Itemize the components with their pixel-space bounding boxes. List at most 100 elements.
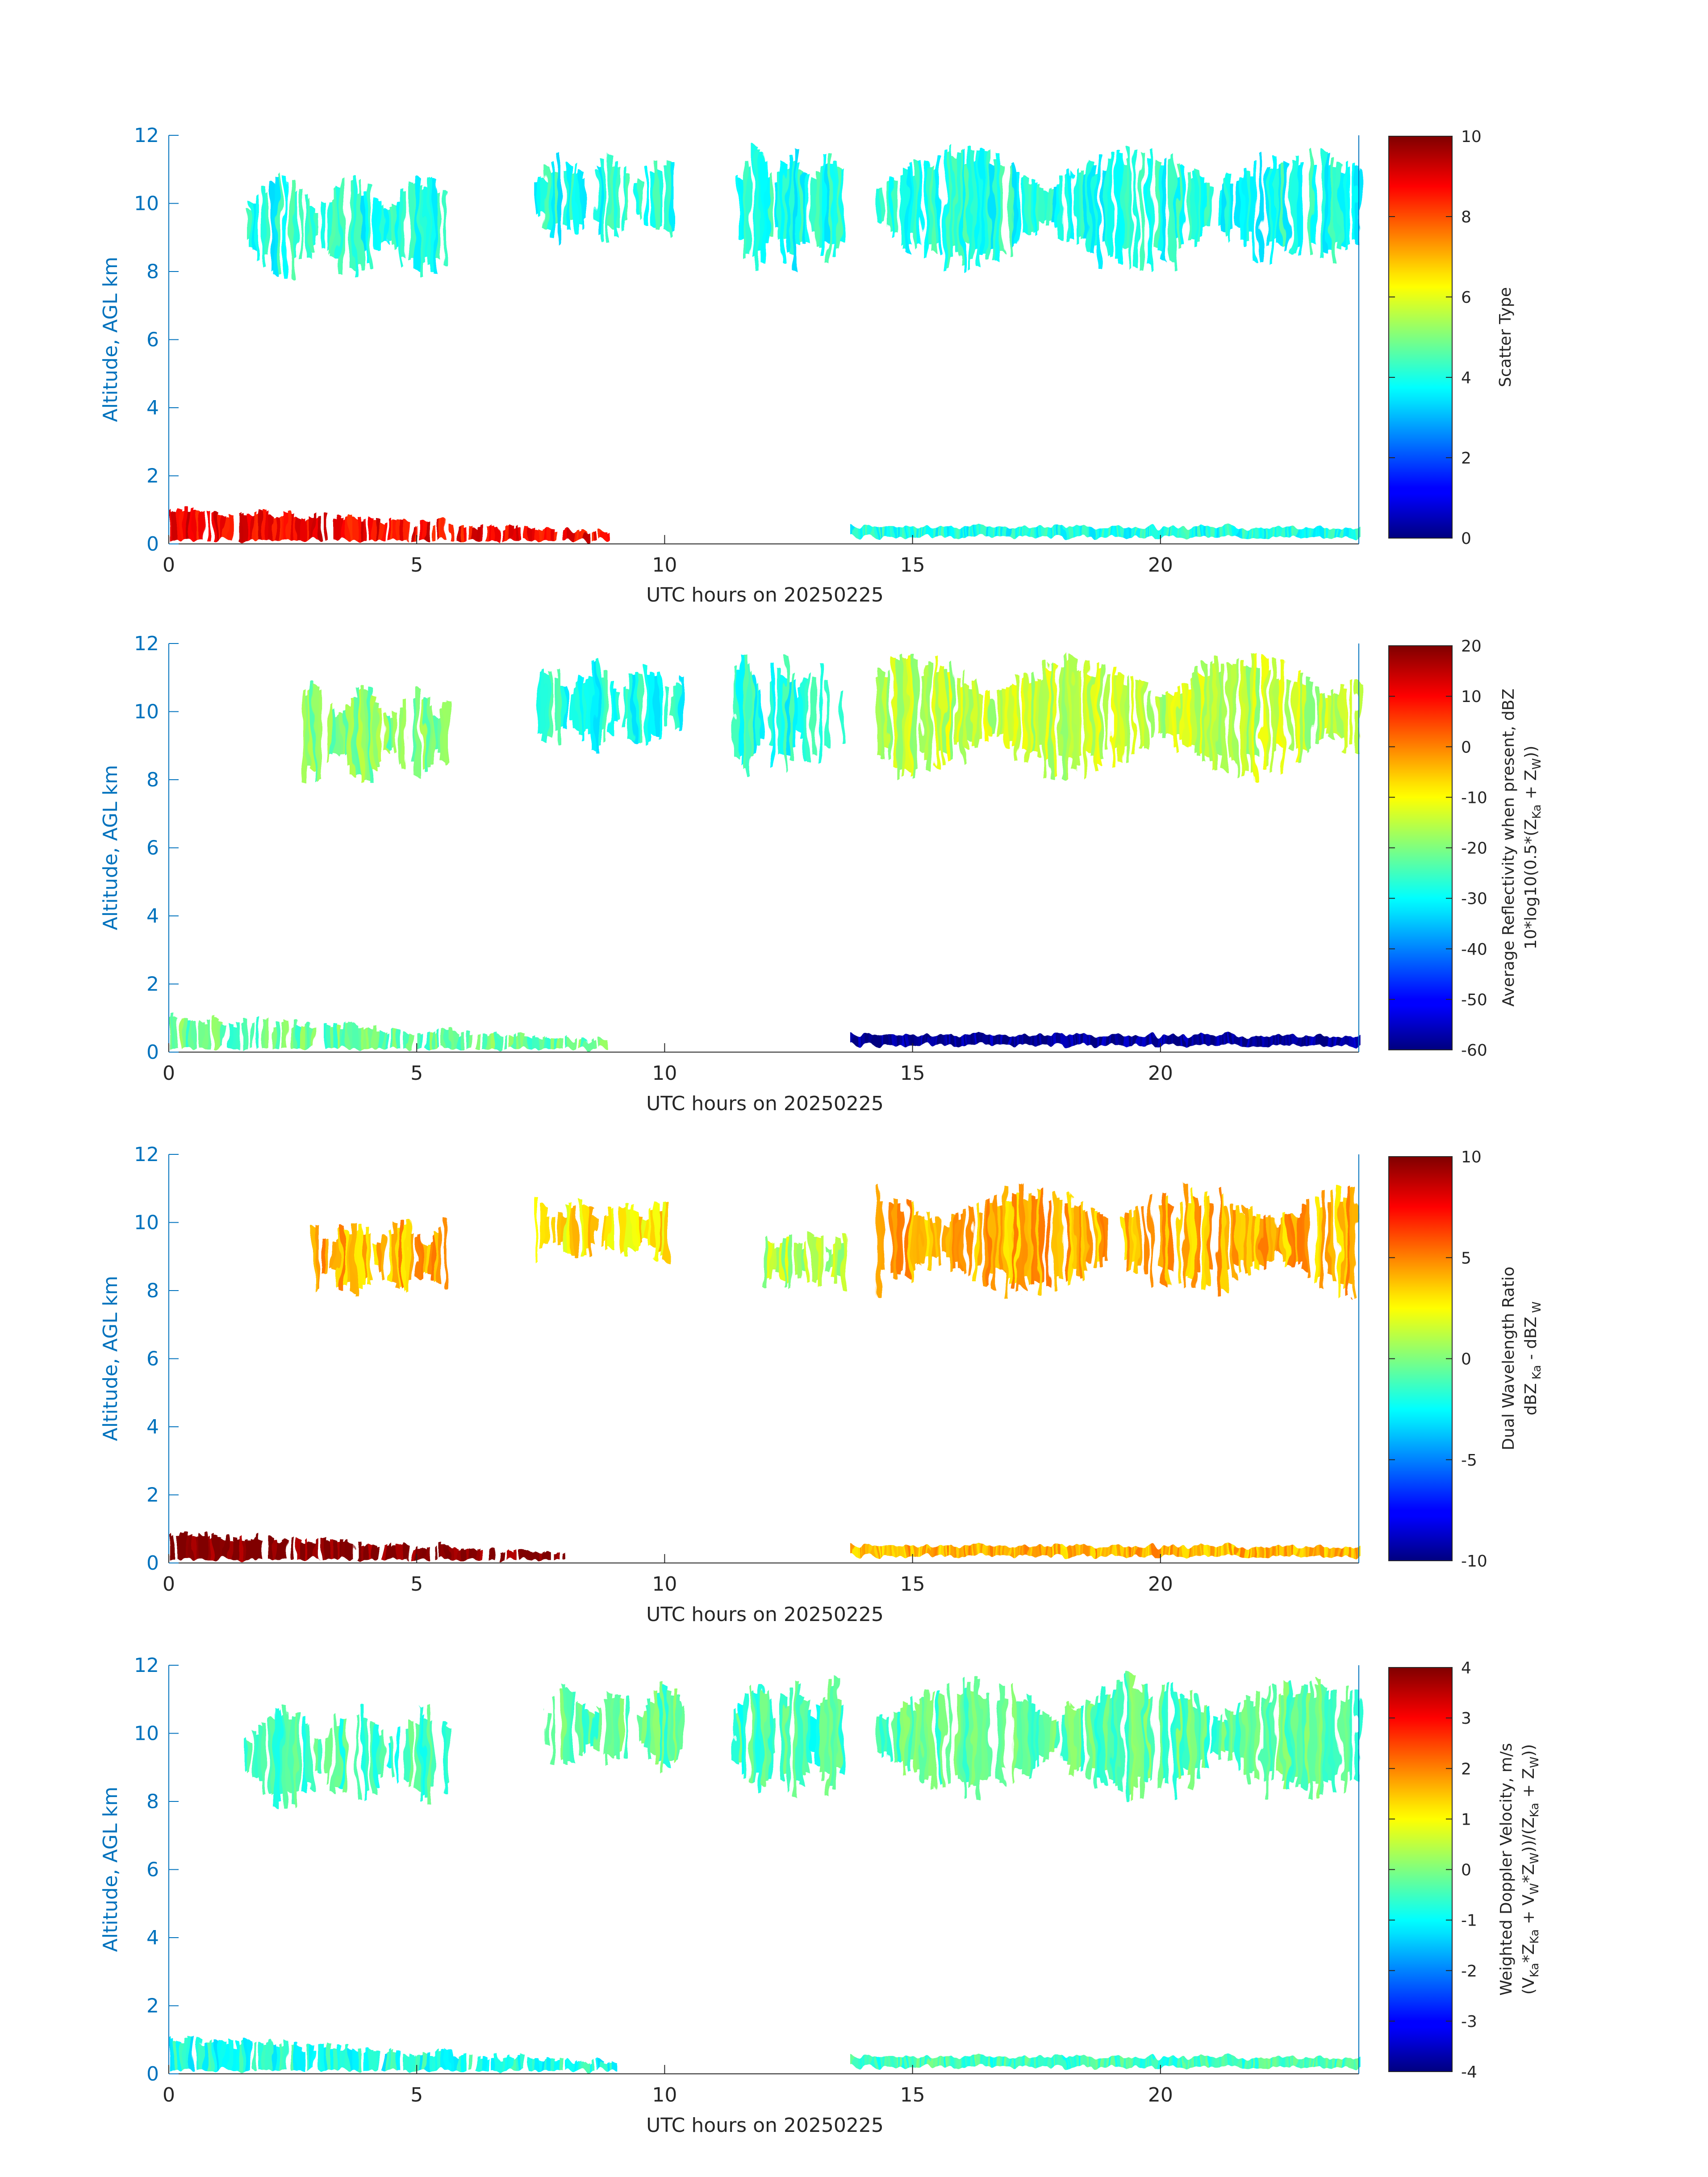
echo-column xyxy=(771,664,775,769)
echo-column xyxy=(303,1538,307,1560)
echo-column xyxy=(974,1676,978,1788)
echo-column xyxy=(572,530,576,541)
echo-column xyxy=(1258,2056,1261,2067)
echo-column xyxy=(918,1216,922,1267)
echo-column xyxy=(369,517,372,541)
echo-column xyxy=(1355,1546,1357,1556)
echo-column xyxy=(169,510,172,541)
echo-column xyxy=(853,2056,856,2067)
echo-column xyxy=(403,518,407,541)
echo-column xyxy=(1253,160,1257,261)
echo-column xyxy=(1201,1546,1204,1556)
echo-column xyxy=(1081,1202,1085,1280)
echo-column xyxy=(241,514,244,541)
echo-column xyxy=(589,676,593,735)
echo-column xyxy=(944,2056,947,2067)
echo-column xyxy=(231,1025,235,1049)
echo-column xyxy=(1164,1035,1166,1045)
x-axis-label: UTC hours on 20250225 xyxy=(646,584,884,606)
echo-column xyxy=(319,517,322,541)
echo-column xyxy=(1062,1546,1065,1556)
echo-column xyxy=(1353,2056,1356,2067)
x-tick-label: 15 xyxy=(900,1573,925,1596)
echo-column xyxy=(1248,1546,1250,1556)
echo-column xyxy=(277,173,281,274)
echo-column xyxy=(1134,1212,1138,1273)
echo-column xyxy=(989,526,991,537)
colorbar-label-formula: dBZ Ka - dBZ W xyxy=(1522,1301,1544,1415)
echo-column xyxy=(971,681,975,747)
echo-column xyxy=(172,2040,175,2071)
echo-column xyxy=(1273,2056,1275,2067)
echo-column xyxy=(992,1035,995,1045)
echo-region xyxy=(302,683,450,784)
echo-column xyxy=(589,1206,593,1257)
echo-column xyxy=(1309,681,1313,750)
echo-column xyxy=(917,2056,920,2067)
colorbar-tick-label: -50 xyxy=(1461,991,1487,1009)
echo-column xyxy=(965,1035,968,1045)
echo-column xyxy=(1093,173,1097,245)
echo-column xyxy=(1231,1713,1235,1763)
echo-column xyxy=(1174,526,1177,537)
echo-column xyxy=(1207,2056,1209,2067)
echo-column xyxy=(1357,1035,1359,1045)
echo-column xyxy=(1310,1546,1313,1556)
echo-column xyxy=(939,1035,941,1045)
echo-column xyxy=(1317,2056,1320,2067)
echo-column xyxy=(831,165,835,244)
echo-column xyxy=(1012,1546,1015,1556)
echo-column xyxy=(1344,1035,1347,1045)
echo-column xyxy=(1108,526,1111,537)
colorbar-gradient xyxy=(1388,645,1453,1050)
echo-column xyxy=(1199,1035,1202,1045)
echo-column xyxy=(1265,1546,1268,1556)
echo-column xyxy=(657,673,661,739)
echo-column xyxy=(437,718,441,753)
echo-column xyxy=(1039,1546,1041,1556)
echo-column xyxy=(1040,2056,1043,2067)
echo-column xyxy=(1103,1035,1106,1045)
echo-column xyxy=(547,2058,551,2071)
echo-column xyxy=(188,512,191,541)
echo-column xyxy=(934,1224,938,1255)
echo-column xyxy=(249,203,253,248)
echo-column xyxy=(802,172,806,244)
echo-column xyxy=(564,171,568,226)
colorbar-tick-label: 20 xyxy=(1461,637,1482,656)
echo-column xyxy=(366,1545,369,1560)
echo-column xyxy=(419,1033,422,1049)
echo-column xyxy=(651,1212,655,1246)
echo-column xyxy=(575,2060,579,2071)
echo-column xyxy=(1290,1546,1293,1556)
colorbar-tick-label: 6 xyxy=(1461,288,1471,307)
y-tick-label: 4 xyxy=(146,1416,159,1438)
echo-column xyxy=(1292,1035,1295,1045)
echo-column xyxy=(380,205,384,243)
echo-column xyxy=(1074,167,1078,243)
colorbar-tick-label: 10 xyxy=(1461,688,1482,706)
echo-column xyxy=(876,1546,879,1556)
echo-column xyxy=(1082,1035,1084,1045)
echo-column xyxy=(781,161,785,261)
echo-column xyxy=(951,2056,954,2067)
echo-column xyxy=(1260,2056,1263,2067)
echo-column xyxy=(1082,526,1084,537)
echo-column xyxy=(563,530,566,541)
echo-column xyxy=(1144,2056,1147,2067)
echo-column xyxy=(391,1234,394,1281)
echo-column xyxy=(1077,671,1082,755)
echo-column xyxy=(1278,680,1282,746)
echo-column xyxy=(1112,1546,1115,1556)
echo-column xyxy=(387,1742,391,1767)
echo-column xyxy=(403,1542,407,1560)
echo-column xyxy=(570,1689,574,1762)
y-tick-label: 0 xyxy=(146,2063,159,2085)
echo-column xyxy=(869,2056,872,2067)
echo-column xyxy=(821,152,825,257)
echo-column xyxy=(1114,1035,1116,1045)
echo-column xyxy=(734,1710,738,1763)
echo-column xyxy=(1173,1546,1175,1556)
echo-column xyxy=(1185,526,1188,537)
echo-column xyxy=(425,1546,429,1560)
